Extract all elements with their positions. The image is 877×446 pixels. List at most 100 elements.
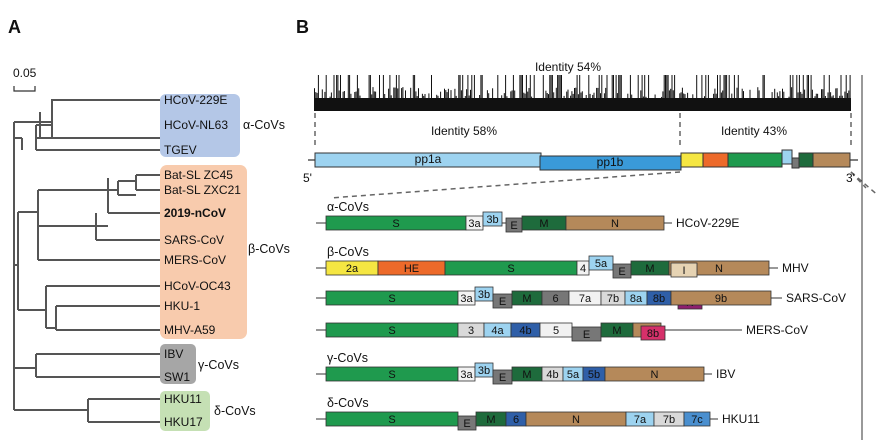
barcode-mark (356, 75, 358, 111)
leaf-label: HKU-1 (164, 299, 200, 313)
phylogenetic-tree (13, 99, 160, 423)
leaf-label: 2019-nCoV (164, 206, 226, 220)
gene-label: 4b (519, 325, 531, 337)
barcode-mark (733, 75, 735, 111)
barcode-mark (728, 75, 730, 111)
barcode-mark (620, 75, 622, 111)
barcode-mark (789, 75, 791, 111)
barcode-mark (763, 75, 765, 111)
barcode-mark (349, 75, 351, 111)
barcode-mark (576, 75, 578, 111)
barcode-mark (340, 75, 341, 111)
barcode-base (314, 98, 851, 111)
genome-seg-grey (791, 157, 800, 169)
gene-label: 7c (691, 414, 703, 426)
barcode-mark (696, 75, 698, 111)
barcode-mark (671, 75, 673, 111)
gene-box (670, 262, 698, 278)
barcode-mark (674, 75, 676, 111)
gene-label: 8a (630, 293, 643, 305)
barcode-mark (665, 75, 666, 111)
gene-box (640, 325, 666, 341)
barcode-mark (379, 75, 380, 111)
barcode-mark (808, 75, 809, 111)
barcode-mark (550, 75, 552, 111)
gene-label: 4b (546, 369, 558, 381)
scale-label: 0.05 (13, 66, 37, 80)
barcode-mark (551, 75, 553, 111)
barcode-mark (637, 75, 639, 111)
genome-seg-orange (702, 152, 729, 168)
gene-label: S (388, 414, 395, 426)
identity-top: Identity 54% (535, 60, 601, 74)
gene-label: E (499, 372, 506, 384)
barcode-mark (325, 75, 327, 111)
barcode-mark (389, 75, 391, 111)
barcode-mark (347, 75, 349, 111)
barcode-mark (701, 75, 703, 111)
genome-row: γ-CoVs S 3a 3b E M 4b 5a 5b N IBV (316, 351, 735, 385)
barcode-mark (810, 75, 812, 111)
group-label: β-CoVs (248, 242, 290, 256)
gene-label: N (651, 369, 659, 381)
barcode-mark (522, 75, 523, 111)
barcode-mark (598, 75, 600, 111)
gene-label: N (715, 263, 723, 275)
group-label: α-CoVs (243, 118, 285, 132)
barcode-mark (724, 75, 726, 111)
barcode-mark (717, 75, 718, 111)
gene-label: 4a (491, 325, 504, 337)
barcode-mark (798, 75, 800, 111)
genome-seg-brown (812, 152, 851, 168)
barcode-mark (629, 75, 631, 111)
gene-box (565, 215, 665, 231)
genome-name: HCoV-229E (676, 216, 739, 230)
alpha-group-box (160, 94, 240, 157)
genome-seg-blue (781, 149, 793, 165)
genome-group-label: α-CoVs (327, 200, 369, 214)
gene-label: 5a (595, 258, 608, 270)
barcode-mark (719, 75, 721, 111)
barcode-mark (663, 75, 665, 111)
barcode-mark (520, 75, 522, 111)
barcode-mark (762, 75, 764, 111)
identity-barcode (314, 75, 851, 111)
end3-label: 3' (846, 171, 855, 185)
barcode-mark (481, 75, 483, 111)
barcode-mark (395, 75, 397, 111)
leaf-label: TGEV (164, 143, 197, 157)
leaf-label: SW1 (164, 370, 190, 384)
barcode-mark (723, 75, 725, 111)
barcode-mark (601, 75, 603, 111)
gene-label: 3b (478, 289, 490, 301)
genome-seg-darkgreen (798, 152, 814, 168)
barcode-mark (431, 75, 432, 111)
genome-row: β-CoVs 2a HE S 4 5a E M N I MHV (316, 245, 809, 279)
gene-box (604, 366, 705, 382)
barcode-mark (840, 75, 842, 111)
gene-label: M (539, 218, 548, 230)
panel-a-label: A (8, 17, 21, 37)
barcode-mark (823, 75, 825, 111)
barcode-mark (802, 75, 804, 111)
gene-label: 7b (607, 293, 619, 305)
barcode-mark (336, 75, 338, 111)
gene-box (482, 211, 503, 227)
gene-label: M (645, 263, 654, 275)
barcode-mark (414, 75, 416, 111)
barcode-mark (459, 75, 461, 111)
barcode-mark (467, 75, 469, 111)
barcode-mark (644, 75, 646, 111)
gene-label: E (583, 329, 590, 341)
genome-row: δ-CoVs S E M 6 N 7a 7b 7c HKU11 (316, 396, 760, 431)
barcode-mark (613, 75, 614, 111)
barcode-mark (666, 75, 668, 111)
barcode-mark (473, 75, 475, 111)
barcode-mark (618, 75, 620, 111)
gene-label: 6 (552, 293, 558, 305)
barcode-mark (369, 75, 371, 111)
gene-label: S (388, 325, 395, 337)
gene-label: M (486, 414, 495, 426)
barcode-mark (557, 75, 559, 111)
